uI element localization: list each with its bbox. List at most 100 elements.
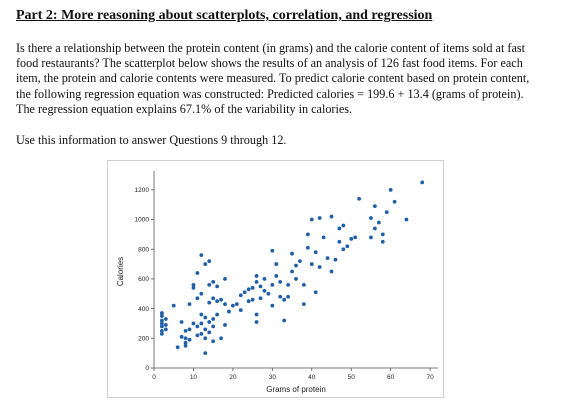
- data-point: [215, 284, 220, 289]
- data-point: [159, 321, 164, 326]
- data-point: [211, 279, 216, 284]
- data-point: [211, 296, 216, 301]
- data-point: [211, 317, 216, 321]
- y-tick-label: 1200: [135, 187, 150, 194]
- data-point: [183, 328, 188, 333]
- y-tick-label: 600: [138, 276, 149, 283]
- data-point: [199, 331, 204, 336]
- data-point: [227, 309, 231, 314]
- data-point: [199, 291, 204, 296]
- data-point: [262, 288, 267, 293]
- y-tick-label: 1000: [135, 217, 150, 224]
- x-tick-label: 70: [426, 374, 434, 381]
- data-point: [321, 235, 326, 240]
- data-point: [254, 320, 259, 324]
- data-point: [215, 299, 220, 304]
- data-point: [195, 324, 200, 329]
- data-point: [159, 314, 164, 318]
- data-point: [294, 277, 298, 281]
- data-point: [305, 245, 310, 250]
- data-point: [392, 199, 397, 204]
- data-point: [187, 302, 192, 307]
- data-point: [191, 285, 196, 290]
- data-point: [290, 269, 294, 274]
- y-axis-title: Calories: [116, 257, 125, 286]
- data-point: [195, 271, 200, 275]
- data-point: [317, 265, 322, 269]
- y-tick-label: 800: [138, 246, 149, 253]
- data-point: [175, 345, 180, 350]
- data-point: [207, 259, 212, 264]
- data-point: [329, 269, 334, 274]
- data-point: [274, 262, 279, 266]
- data-point: [337, 239, 342, 244]
- data-point: [380, 232, 385, 237]
- data-point: [372, 204, 377, 209]
- data-point: [278, 294, 283, 299]
- data-point: [254, 279, 259, 284]
- data-point: [313, 250, 318, 255]
- paragraph-line: Is there a relationship between the prot…: [16, 41, 525, 55]
- data-point: [290, 251, 294, 256]
- data-point: [369, 235, 373, 240]
- data-point: [266, 291, 271, 296]
- x-axis-title: Grams of protein: [266, 385, 326, 394]
- data-point: [246, 299, 251, 304]
- section-heading: Part 2: More reasoning about scatterplot…: [16, 8, 433, 23]
- data-point: [159, 331, 164, 336]
- x-tick-label: 20: [229, 374, 237, 381]
- data-point: [341, 223, 346, 228]
- scatterplot-figure: 0 200 400 600 800 1000 1200 0 10 20 30 40 50 60 70 Gram…: [107, 160, 444, 398]
- data-point: [191, 282, 196, 287]
- data-point: [262, 277, 267, 281]
- data-point: [313, 290, 318, 295]
- data-point: [372, 226, 377, 231]
- data-point: [376, 220, 381, 225]
- data-point: [159, 311, 164, 315]
- data-point: [250, 297, 255, 302]
- data-point: [171, 303, 176, 308]
- data-point: [278, 279, 283, 284]
- data-point: [282, 297, 287, 302]
- data-point: [159, 318, 164, 323]
- data-point: [388, 187, 393, 192]
- data-point: [404, 217, 409, 222]
- data-point: [301, 302, 306, 307]
- data-point: [207, 330, 212, 335]
- data-point: [286, 282, 291, 287]
- data-point: [380, 239, 385, 244]
- x-tick-label: 50: [348, 374, 356, 381]
- data-point: [369, 216, 373, 220]
- y-tick-label: 200: [138, 336, 149, 343]
- data-point: [163, 317, 168, 321]
- data-point: [207, 320, 212, 324]
- data-point: [242, 290, 247, 295]
- data-point: [317, 216, 322, 220]
- x-tick-label: 60: [387, 374, 395, 381]
- data-point: [203, 315, 208, 320]
- data-point: [384, 210, 389, 215]
- data-point: [183, 336, 188, 341]
- data-point: [286, 294, 291, 299]
- data-point: [246, 287, 251, 292]
- problem-paragraph: Is there a relationship between the prot…: [16, 41, 556, 117]
- data-point: [191, 321, 196, 326]
- data-point: [294, 263, 298, 268]
- data-point: [420, 180, 425, 185]
- data-point: [219, 297, 223, 302]
- data-point: [195, 296, 200, 301]
- data-point: [199, 312, 204, 317]
- data-point: [309, 217, 314, 222]
- data-point: [258, 284, 263, 289]
- data-point: [301, 282, 306, 287]
- data-point: [333, 257, 338, 262]
- data-point: [211, 339, 216, 344]
- data-point: [179, 334, 184, 339]
- y-tick-label: 400: [138, 306, 149, 313]
- data-point: [223, 323, 227, 327]
- data-point: [159, 328, 164, 333]
- data-point: [159, 324, 164, 329]
- data-point: [183, 340, 188, 345]
- data-point: [163, 327, 168, 332]
- data-point: [270, 282, 275, 287]
